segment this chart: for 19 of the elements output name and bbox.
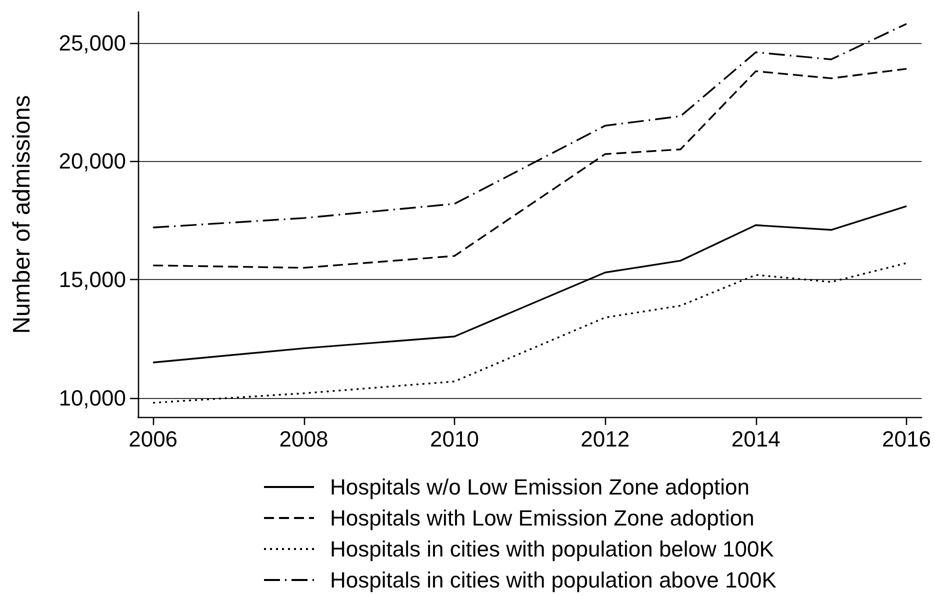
x-tick-label: 2010 xyxy=(430,426,479,452)
x-tick-label: 2014 xyxy=(731,426,780,452)
legend-label: Hospitals w/o Low Emission Zone adoption xyxy=(330,474,750,500)
y-tick-label: 15,000 xyxy=(58,267,126,292)
x-tick-label: 2008 xyxy=(279,426,328,452)
x-tick-label: 2012 xyxy=(580,426,630,452)
y-tick-label: 20,000 xyxy=(58,148,126,174)
x-tick-label: 2006 xyxy=(128,426,178,452)
legend-label: Hospitals in cities with population above 100K xyxy=(330,568,777,592)
y-tick-label: 25,000 xyxy=(58,30,126,56)
line-series xyxy=(152,262,908,404)
legend-label: Hospitals with Low Emission Zone adoption xyxy=(330,506,754,530)
line-series xyxy=(152,68,908,269)
legend-label: Hospitals in cities with population below 100K xyxy=(330,536,774,562)
line-series xyxy=(152,205,908,364)
line-series xyxy=(152,22,908,228)
y-axis-title: Number of admissions xyxy=(8,95,36,334)
y-tick-label: 10,000 xyxy=(58,386,126,411)
x-tick-label: 2016 xyxy=(882,426,932,452)
